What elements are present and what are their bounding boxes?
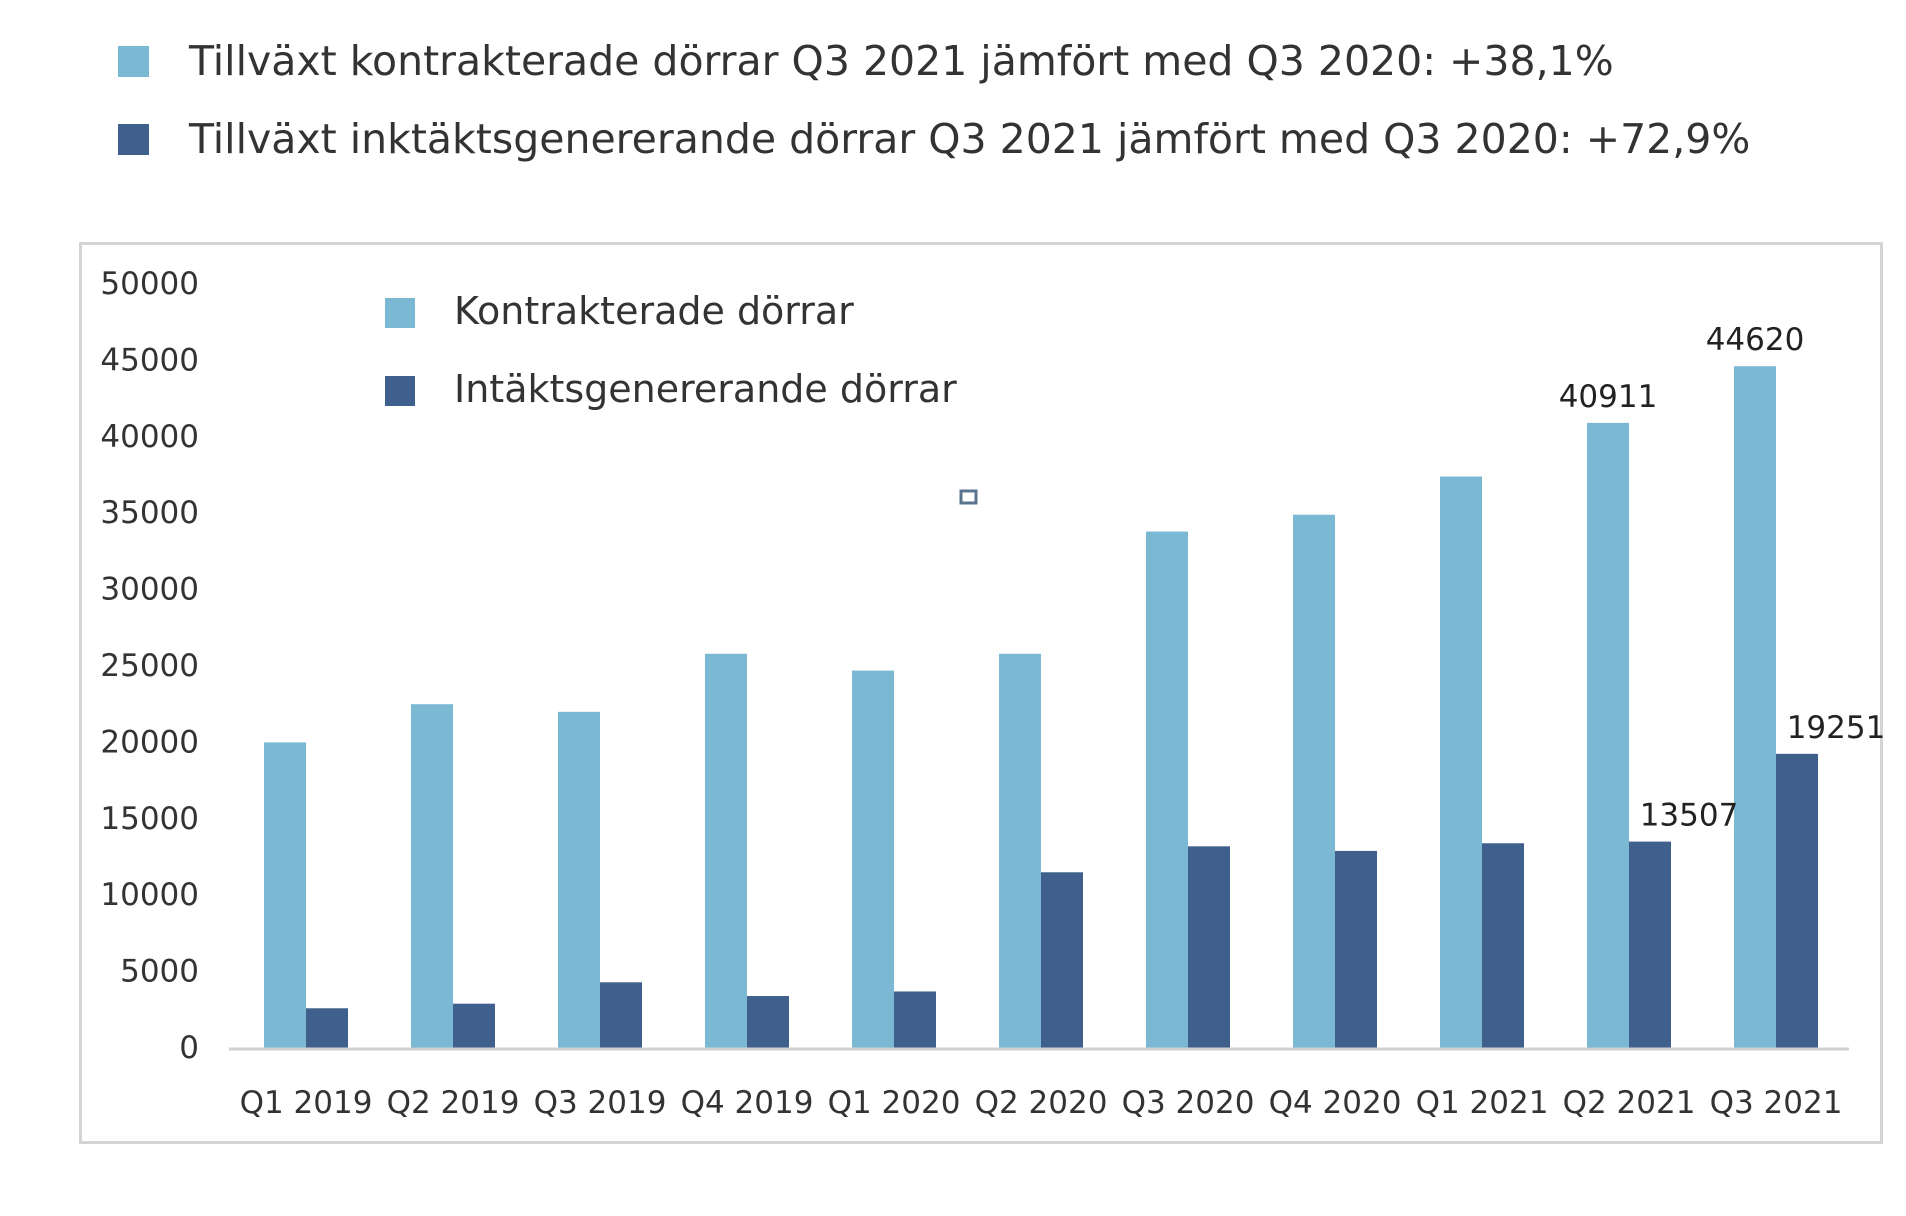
y-tick-label: 50000 — [100, 266, 199, 302]
bar-kontrakterade — [999, 653, 1041, 1048]
cropped-side-text — [1900, 240, 1906, 1120]
data-label: 19251 — [1787, 710, 1883, 746]
chart-frame — [79, 242, 1883, 1144]
y-tick-label: 15000 — [100, 801, 199, 837]
x-tick-label: Q3 2021 — [1710, 1085, 1843, 1121]
y-tick-label: 25000 — [100, 648, 199, 684]
y-tick-label: 10000 — [100, 877, 199, 913]
y-tick-label: 0 — [179, 1030, 199, 1066]
header-legend-item: Tillväxt inktäktsgenererande dörrar Q3 2… — [118, 100, 1750, 178]
bar-kontrakterade — [1146, 531, 1188, 1048]
header-legend-label: Tillväxt inktäktsgenererande dörrar Q3 2… — [189, 115, 1751, 163]
bar-kontrakterade — [1734, 366, 1776, 1048]
header-legend: Tillväxt kontrakterade dörrar Q3 2021 jä… — [118, 22, 1750, 178]
bar-intaktsgenererande — [1776, 753, 1818, 1048]
y-tick-label: 30000 — [100, 572, 199, 608]
bar-intaktsgenererande — [1482, 843, 1524, 1048]
bar-kontrakterade — [705, 653, 747, 1048]
header-legend-swatch-revenue — [118, 123, 149, 155]
data-label: 40911 — [1559, 379, 1658, 415]
data-label: 13507 — [1640, 798, 1739, 834]
bar-kontrakterade — [1587, 422, 1629, 1049]
bar-kontrakterade — [1293, 514, 1335, 1048]
x-tick-label: Q2 2020 — [975, 1085, 1108, 1121]
header-legend-label: Tillväxt kontrakterade dörrar Q3 2021 jä… — [189, 37, 1614, 85]
bar-intaktsgenererande — [1335, 850, 1377, 1048]
x-tick-label: Q3 2019 — [534, 1085, 667, 1121]
x-tick-label: Q3 2020 — [1122, 1085, 1255, 1121]
x-tick-label: Q1 2020 — [828, 1085, 961, 1121]
header-legend-item: Tillväxt kontrakterade dörrar Q3 2021 jä… — [118, 22, 1750, 100]
bar-kontrakterade — [852, 670, 894, 1048]
bar-intaktsgenererande — [306, 1008, 348, 1048]
bar-intaktsgenererande — [1041, 872, 1083, 1048]
y-tick-label: 5000 — [120, 954, 199, 990]
marker-icon — [959, 489, 978, 505]
x-tick-label: Q4 2019 — [681, 1085, 814, 1121]
bar-intaktsgenererande — [747, 996, 789, 1048]
data-label: 44620 — [1706, 322, 1805, 358]
legend-label: Kontrakterade dörrar — [454, 289, 854, 333]
x-tick-label: Q2 2019 — [387, 1085, 520, 1121]
y-tick-label: 35000 — [100, 495, 199, 531]
bar-kontrakterade — [264, 742, 306, 1048]
x-tick-label: Q1 2021 — [1416, 1085, 1549, 1121]
x-tick-label: Q4 2020 — [1269, 1085, 1402, 1121]
bar-intaktsgenererande — [894, 991, 936, 1048]
legend-label: Intäktsgenererande dörrar — [454, 367, 957, 411]
bar-kontrakterade — [411, 704, 453, 1048]
legend-swatch — [385, 376, 415, 406]
legend-swatch — [385, 298, 415, 328]
x-tick-label: Q2 2021 — [1563, 1085, 1696, 1121]
x-tick-label: Q1 2019 — [240, 1085, 373, 1121]
y-tick-label: 20000 — [100, 724, 199, 760]
bar-intaktsgenererande — [1188, 846, 1230, 1048]
y-tick-label: 40000 — [100, 419, 199, 455]
bar-intaktsgenererande — [1629, 841, 1671, 1048]
bar-kontrakterade — [558, 711, 600, 1048]
bar-intaktsgenererande — [453, 1003, 495, 1048]
header-legend-swatch-contracted — [118, 45, 149, 77]
bar-intaktsgenererande — [600, 982, 642, 1048]
bar-chart: 0 5000 10000 15000 20000 25000 30000 35000 40000… — [100, 266, 1883, 1121]
bar-kontrakterade — [1440, 476, 1482, 1048]
y-tick-label: 45000 — [100, 342, 199, 378]
